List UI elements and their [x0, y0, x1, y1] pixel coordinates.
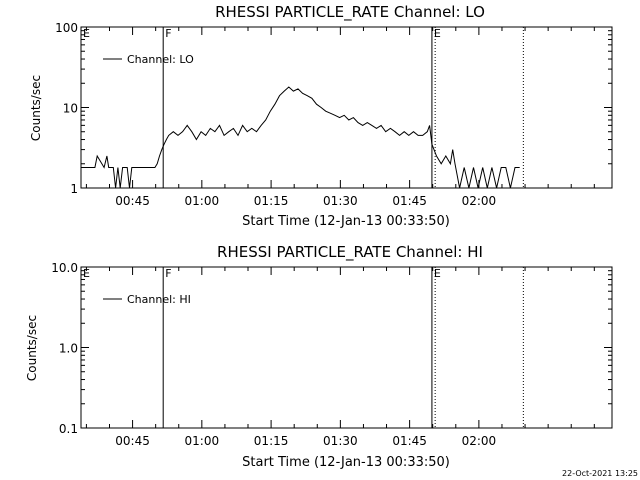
legend: Channel: HI: [103, 293, 191, 306]
y-tick-label: 10.0: [51, 261, 78, 275]
time-marker-label: E: [83, 27, 90, 40]
time-marker-label: E: [434, 27, 441, 40]
legend-entry: Channel: HI: [127, 293, 191, 306]
x-axis-label: Start Time (12-Jan-13 00:33:50): [242, 455, 450, 470]
chart-title: RHESSI PARTICLE_RATE Channel: LO: [215, 3, 485, 22]
y-tick-label: 1: [70, 182, 78, 196]
x-tick-label: 00:45: [115, 194, 150, 208]
series-lines: [81, 86, 520, 189]
x-tick-label: 01:30: [323, 434, 358, 448]
y-tick-label: 100: [55, 21, 78, 35]
time-marker-label: F: [165, 267, 171, 280]
x-ticks: 00:45 01:00 01:15 01:30 01:45 02:00: [85, 267, 595, 448]
series-line: [81, 86, 520, 189]
x-tick-label: 01:45: [392, 194, 427, 208]
plot-frame: [80, 266, 613, 429]
plot-frame: [80, 26, 613, 189]
x-tick-label: 01:30: [323, 194, 358, 208]
x-tick-label: 01:15: [254, 434, 289, 448]
lo-channel-panel: RHESSI PARTICLE_RATE Channel: LO Counts/…: [29, 3, 613, 229]
x-tick-label: 01:45: [392, 434, 427, 448]
time-marker-label: F: [165, 27, 171, 40]
x-tick-label: 01:15: [254, 194, 289, 208]
x-axis-label: Start Time (12-Jan-13 00:33:50): [242, 214, 450, 229]
generation-timestamp: 22-Oct-2021 13:25: [562, 469, 638, 478]
x-tick-label: 01:00: [185, 194, 220, 208]
y-axis-label: Counts/sec: [29, 75, 43, 141]
y-ticks: 0.1 1.0 10.0: [51, 261, 612, 436]
time-marker-label: E: [434, 267, 441, 280]
time-marker-label: E: [83, 267, 90, 280]
hi-channel-panel: RHESSI PARTICLE_RATE Channel: HI Counts/…: [25, 243, 613, 470]
y-tick-label: 0.1: [59, 422, 78, 436]
x-tick-label: 02:00: [462, 194, 497, 208]
x-tick-label: 02:00: [462, 434, 497, 448]
x-tick-label: 00:45: [115, 434, 150, 448]
legend: Channel: LO: [103, 53, 194, 66]
y-tick-label: 10: [63, 102, 78, 116]
x-tick-label: 01:00: [185, 434, 220, 448]
x-ticks: 00:45 01:00 01:15 01:30 01:45 02:00: [85, 27, 595, 208]
y-tick-label: 1.0: [59, 342, 78, 356]
y-axis-label: Counts/sec: [25, 315, 39, 381]
y-ticks: 1 10 100: [55, 21, 612, 196]
chart-title: RHESSI PARTICLE_RATE Channel: HI: [217, 243, 483, 262]
legend-entry: Channel: LO: [127, 53, 194, 66]
